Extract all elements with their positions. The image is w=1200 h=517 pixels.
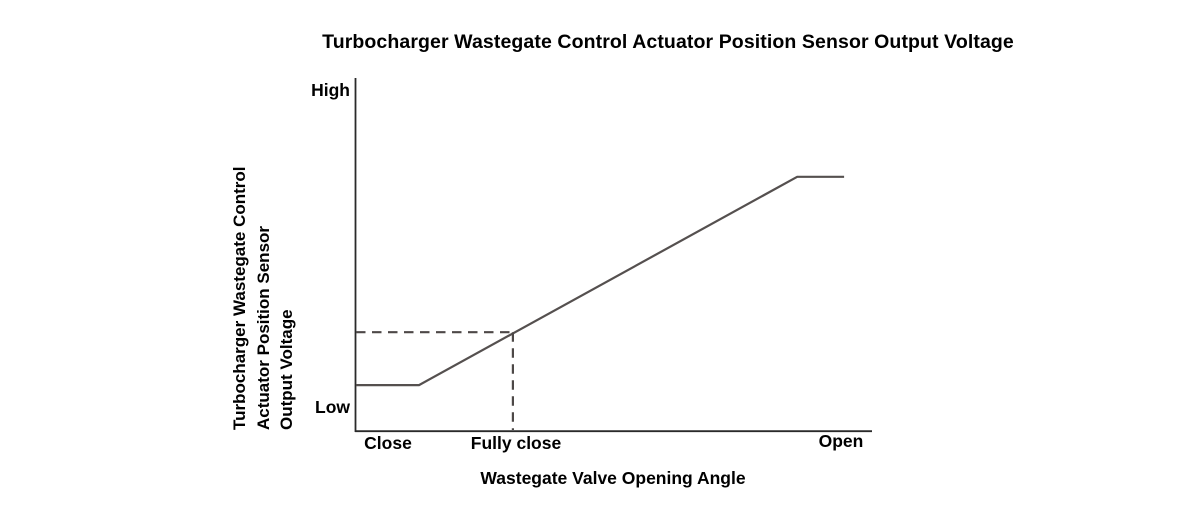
y-tick-high: High [311,80,350,100]
chart-title: Turbocharger Wastegate Control Actuator … [322,31,1014,53]
y-tick-low: Low [315,397,350,417]
x-axis-label: Wastegate Valve Opening Angle [480,468,746,488]
x-tick-open: Open [818,431,864,451]
sensor-voltage-line [356,175,845,387]
x-tick-close: Close [364,433,412,453]
x-tick-fully-close: Fully close [470,433,562,453]
